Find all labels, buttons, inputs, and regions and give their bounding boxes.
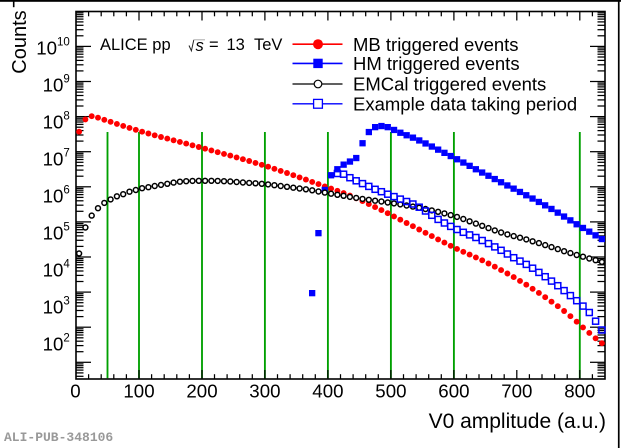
svg-text:4: 4 (63, 258, 70, 270)
svg-text:10: 10 (43, 186, 64, 207)
svg-text:7: 7 (63, 147, 69, 159)
svg-text:100: 100 (123, 380, 154, 401)
svg-text:10: 10 (43, 149, 64, 170)
svg-text:s: s (196, 37, 204, 55)
svg-text:MB triggered events: MB triggered events (353, 34, 519, 55)
svg-text:300: 300 (249, 380, 280, 401)
svg-text:500: 500 (375, 380, 406, 401)
svg-text:8: 8 (63, 110, 69, 122)
svg-text:3: 3 (63, 295, 69, 307)
svg-text:TeV: TeV (254, 36, 282, 54)
svg-text:700: 700 (501, 380, 532, 401)
svg-text:400: 400 (312, 380, 343, 401)
svg-text:EMCal triggered events: EMCal triggered events (353, 74, 546, 95)
svg-text:10: 10 (43, 112, 64, 133)
svg-text:HM triggered events: HM triggered events (353, 53, 520, 74)
svg-text:10: 10 (43, 223, 64, 244)
svg-text:ALI-PUB-348106: ALI-PUB-348106 (4, 430, 113, 445)
svg-text:10: 10 (43, 297, 64, 318)
svg-text:200: 200 (186, 380, 217, 401)
svg-text:V0 amplitude (a.u.): V0 amplitude (a.u.) (429, 410, 606, 433)
svg-text:10: 10 (57, 36, 70, 48)
svg-text:=: = (209, 36, 219, 54)
svg-text:2: 2 (63, 332, 69, 344)
svg-text:10: 10 (36, 38, 57, 59)
svg-text:10: 10 (43, 334, 64, 355)
svg-text:6: 6 (63, 184, 69, 196)
svg-text:600: 600 (438, 380, 469, 401)
svg-text:Example data taking period: Example data taking period (353, 93, 577, 114)
svg-text:Counts: Counts (9, 10, 31, 73)
svg-text:13: 13 (227, 36, 245, 54)
svg-text:10: 10 (43, 75, 64, 96)
svg-text:10: 10 (43, 260, 64, 281)
svg-text:800: 800 (564, 380, 595, 401)
svg-text:0: 0 (70, 380, 80, 401)
svg-text:9: 9 (63, 73, 69, 85)
svg-text:ALICE pp: ALICE pp (100, 36, 171, 54)
svg-text:5: 5 (63, 221, 69, 233)
